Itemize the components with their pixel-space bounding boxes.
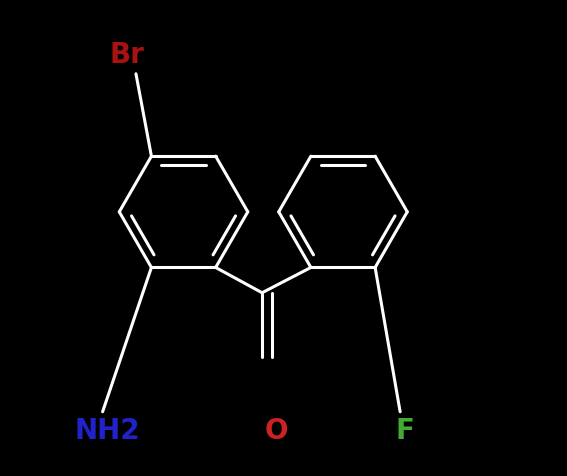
Text: O: O [265,417,288,445]
Text: F: F [395,417,414,445]
Text: NH2: NH2 [74,417,139,445]
Text: Br: Br [110,41,145,69]
